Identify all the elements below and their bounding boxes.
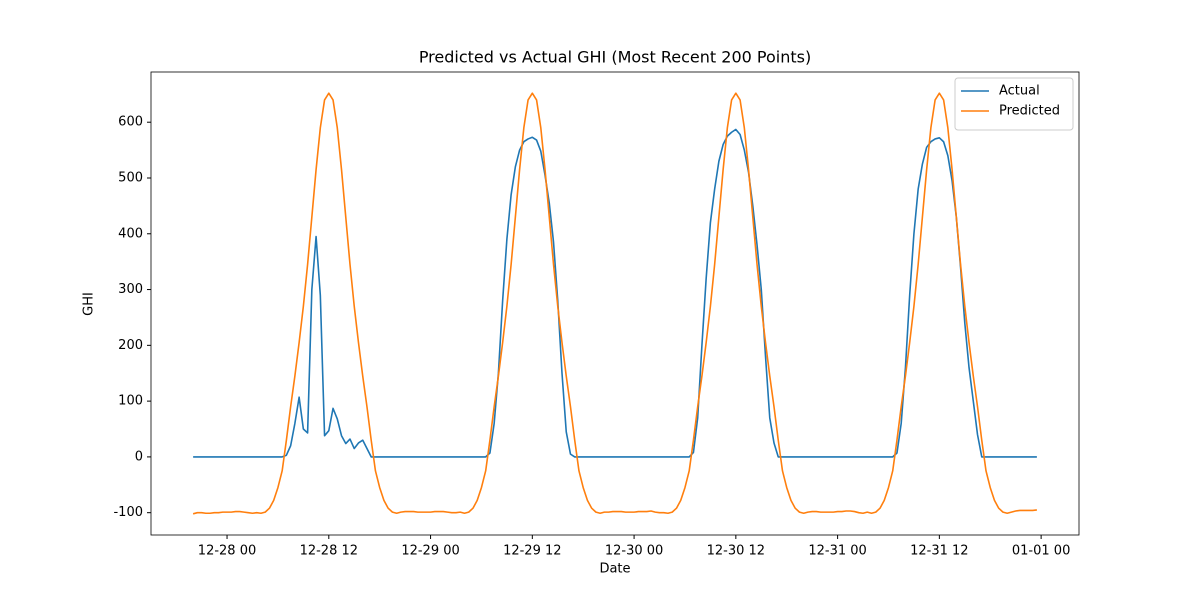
x-tick-label: 12-28 00 (198, 544, 256, 559)
x-tick-label: 12-31 12 (910, 544, 968, 559)
chart-title: Predicted vs Actual GHI (Most Recent 200… (419, 48, 811, 67)
y-tick-label: 500 (118, 170, 143, 185)
y-tick-label: 400 (118, 226, 143, 241)
legend-label: Predicted (999, 104, 1060, 119)
y-tick-label: 100 (118, 394, 143, 409)
axes-frame (150, 71, 1080, 536)
y-tick-label: 600 (118, 115, 143, 130)
line-series (193, 128, 1037, 458)
x-axis-label: Date (599, 562, 630, 577)
x-tick-label: 12-29 00 (401, 544, 459, 559)
y-tick-label: 200 (118, 338, 143, 353)
x-tick-label: 01-01 00 (1012, 544, 1070, 559)
x-tick-label: 12-29 12 (503, 544, 561, 559)
y-tick-label: -100 (113, 505, 143, 520)
y-tick-label: 0 (135, 449, 143, 464)
x-tick-label: 12-30 12 (707, 544, 765, 559)
line-series (192, 92, 1037, 515)
x-tick-label: 12-30 00 (605, 544, 663, 559)
x-tick-label: 12-31 00 (808, 544, 866, 559)
legend-label: Actual (999, 84, 1040, 99)
y-tick-label: 300 (118, 282, 143, 297)
y-axis-label: GHI (82, 292, 97, 316)
x-tick-label: 12-28 12 (300, 544, 358, 559)
